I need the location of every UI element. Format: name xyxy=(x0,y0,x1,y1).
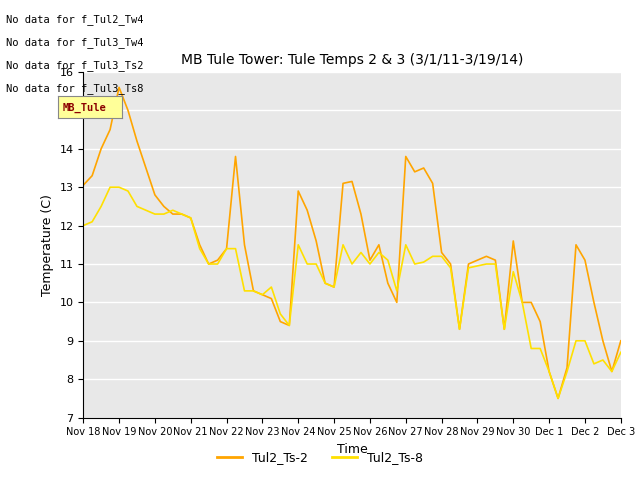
Text: No data for f_Tul3_Ts8: No data for f_Tul3_Ts8 xyxy=(6,83,144,94)
Tul2_Ts-2 xyxy=(563,365,571,371)
Text: MB_Tule: MB_Tule xyxy=(63,103,106,113)
Tul2_Ts-2 xyxy=(375,242,383,248)
Tul2_Ts-2 xyxy=(214,257,221,263)
Tul2_Ts-2 xyxy=(554,396,562,401)
Tul2_Ts-8 xyxy=(617,349,625,355)
Tul2_Ts-2 xyxy=(617,338,625,344)
Tul2_Ts-8 xyxy=(563,369,571,374)
X-axis label: Time: Time xyxy=(337,443,367,456)
Legend: Tul2_Ts-2, Tul2_Ts-8: Tul2_Ts-2, Tul2_Ts-8 xyxy=(212,446,428,469)
Line: Tul2_Ts-2: Tul2_Ts-2 xyxy=(83,87,621,398)
Tul2_Ts-8 xyxy=(276,311,284,317)
Tul2_Ts-2 xyxy=(196,242,204,248)
Tul2_Ts-8 xyxy=(214,261,221,267)
Line: Tul2_Ts-8: Tul2_Ts-8 xyxy=(83,187,621,398)
Tul2_Ts-8 xyxy=(79,223,87,228)
Tul2_Ts-2 xyxy=(79,182,87,188)
Tul2_Ts-8 xyxy=(106,184,114,190)
Tul2_Ts-8 xyxy=(375,250,383,255)
Text: No data for f_Tul3_Tw4: No data for f_Tul3_Tw4 xyxy=(6,36,144,48)
Text: No data for f_Tul3_Ts2: No data for f_Tul3_Ts2 xyxy=(6,60,144,71)
Tul2_Ts-2 xyxy=(276,319,284,324)
Tul2_Ts-8 xyxy=(411,261,419,267)
Y-axis label: Temperature (C): Temperature (C) xyxy=(41,194,54,296)
Text: No data for f_Tul2_Tw4: No data for f_Tul2_Tw4 xyxy=(6,13,144,24)
Tul2_Ts-2 xyxy=(115,84,123,90)
Tul2_Ts-8 xyxy=(196,246,204,252)
Tul2_Ts-2 xyxy=(411,169,419,175)
Tul2_Ts-8 xyxy=(554,396,562,401)
Title: MB Tule Tower: Tule Temps 2 & 3 (3/1/11-3/19/14): MB Tule Tower: Tule Temps 2 & 3 (3/1/11-… xyxy=(181,53,523,67)
